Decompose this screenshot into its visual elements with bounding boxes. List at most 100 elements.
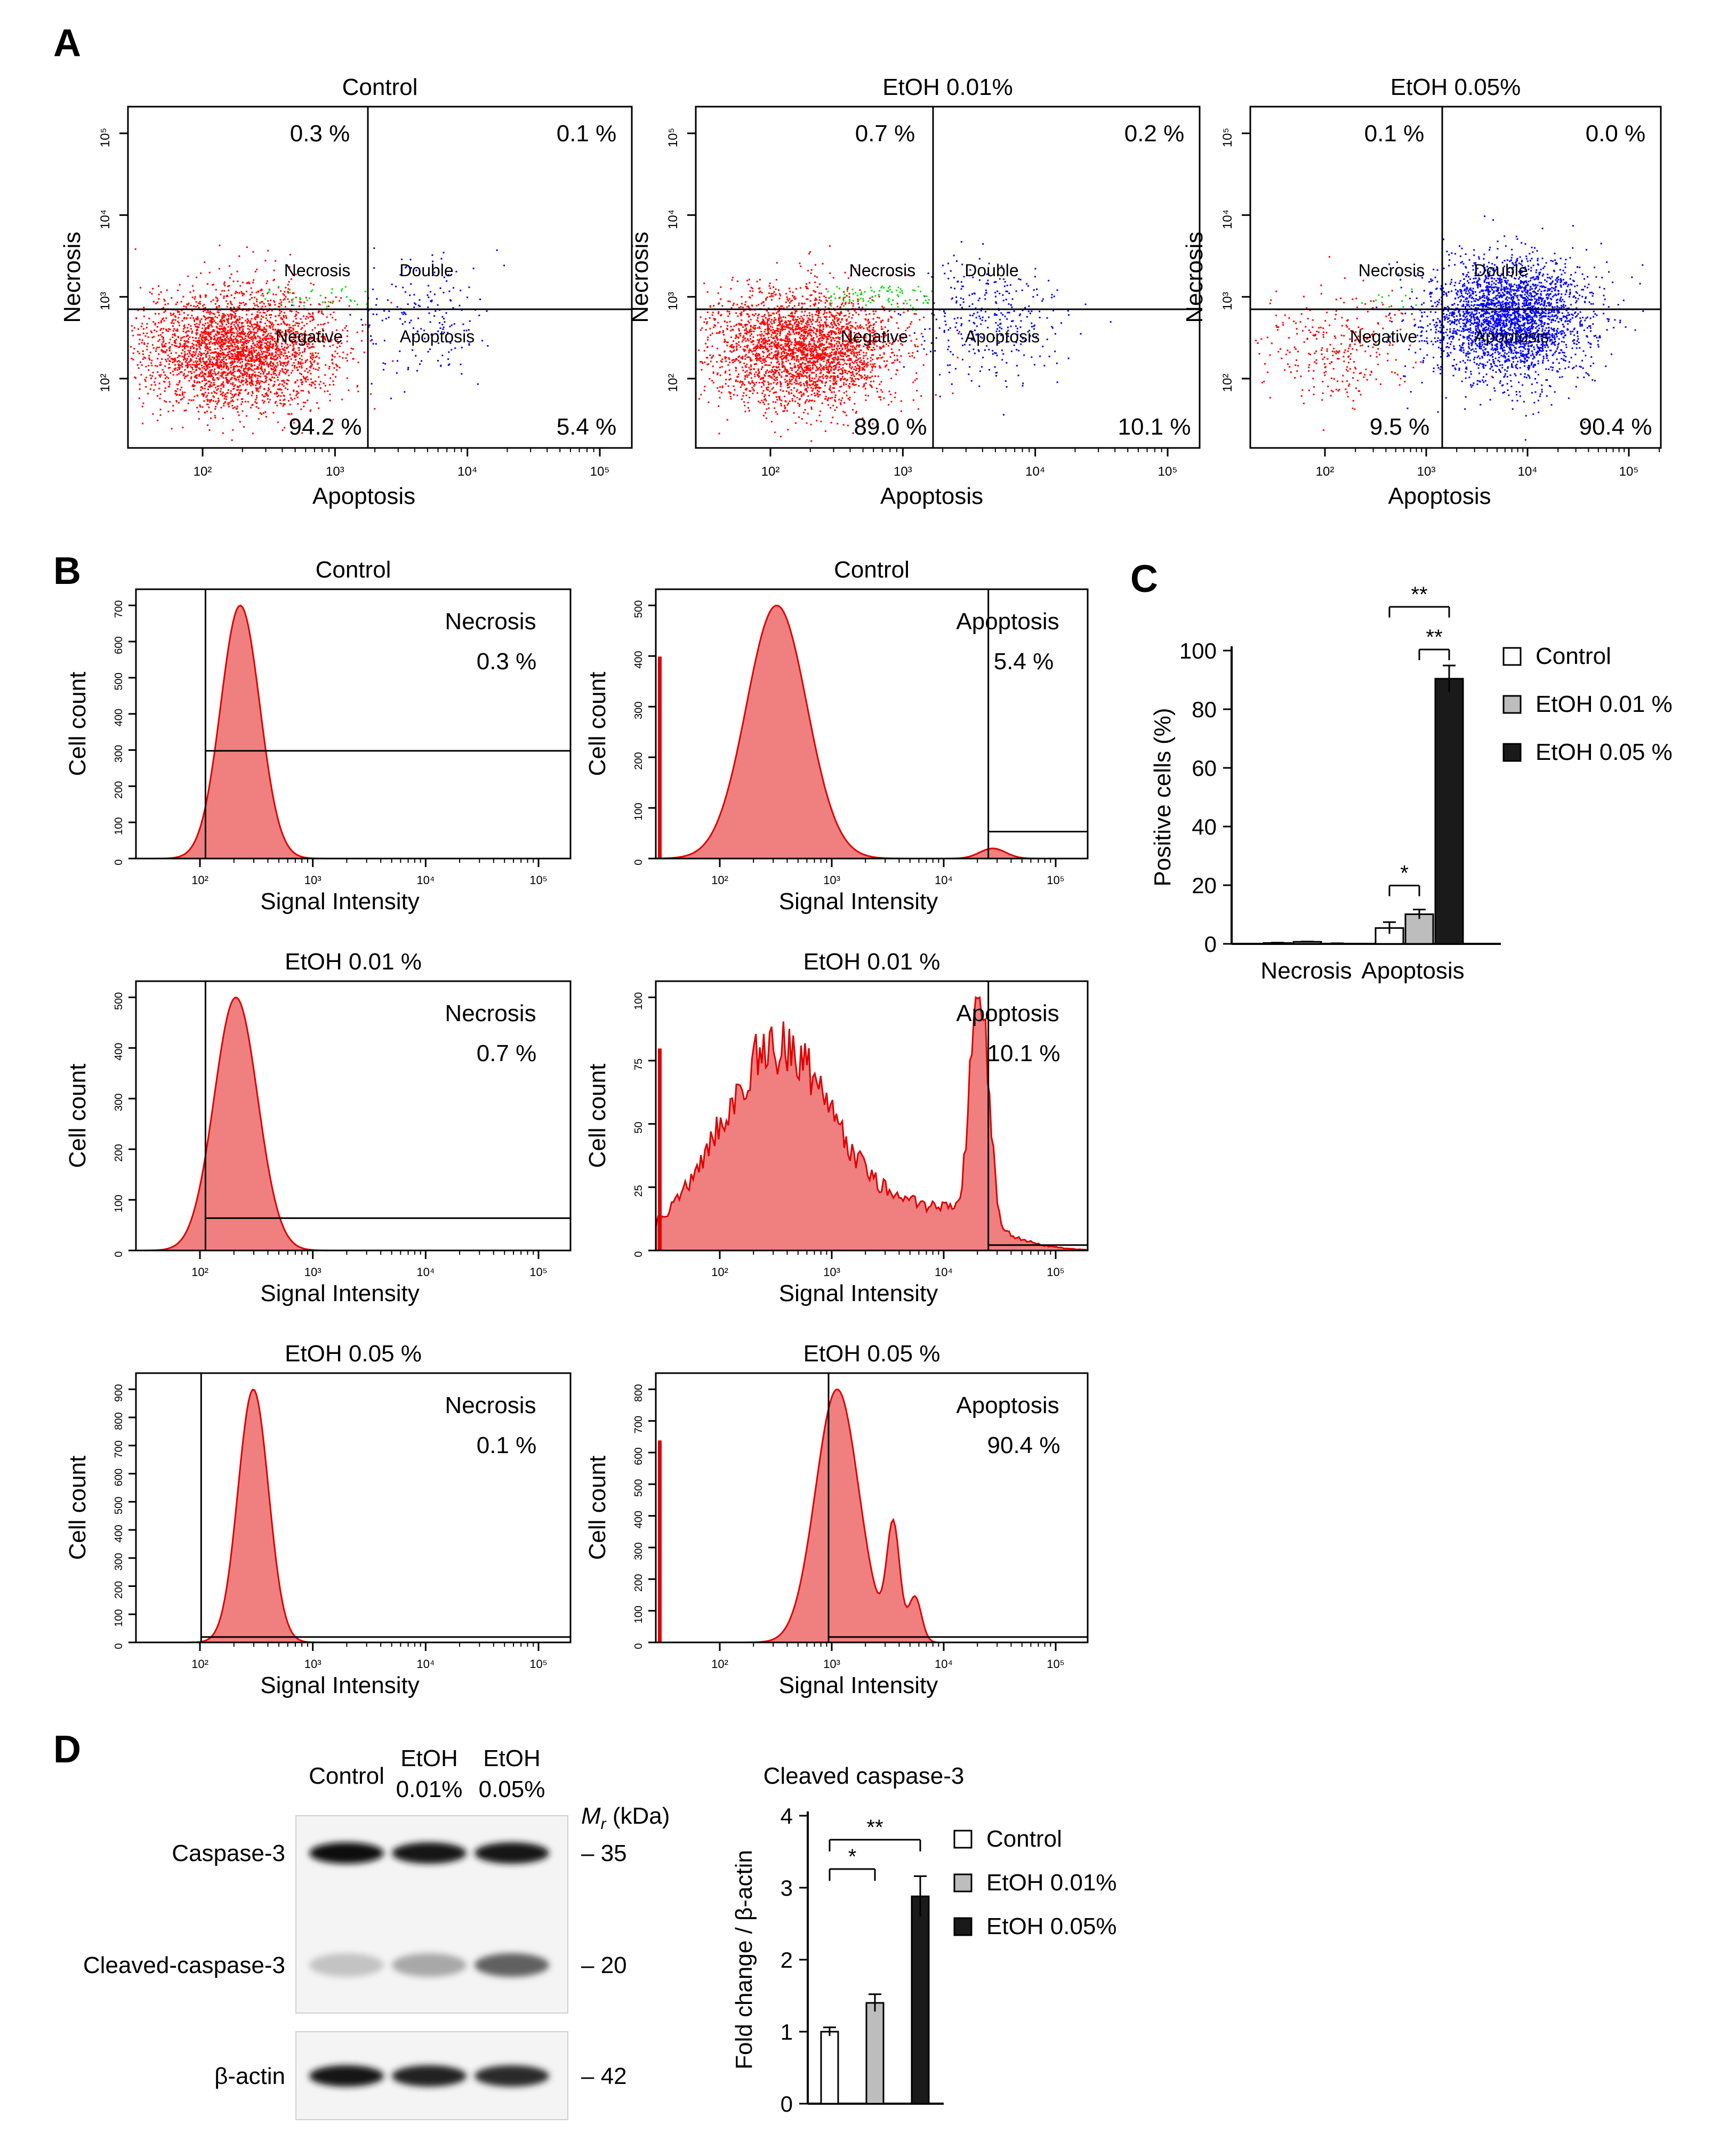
scatter-point (195, 362, 197, 364)
scatter-point (768, 292, 770, 294)
scatter-point (280, 290, 282, 292)
scatter-point (813, 337, 815, 339)
scatter-point (269, 321, 271, 323)
scatter-point (142, 358, 144, 360)
scatter-point (287, 291, 289, 293)
scatter-point (266, 363, 268, 365)
scatter-point (226, 367, 228, 370)
scatter-point (768, 407, 770, 409)
scatter-point (219, 342, 221, 344)
scatter-point (202, 367, 203, 369)
scatter-point (273, 356, 275, 358)
scatter-point (227, 303, 229, 305)
scatter-point (790, 300, 792, 302)
scatter-point (266, 357, 268, 359)
scatter-point (789, 381, 791, 383)
scatter-point (399, 318, 401, 320)
scatter-point (236, 318, 238, 320)
scatter-point (755, 382, 757, 383)
scatter-point (745, 388, 748, 390)
scatter-point (449, 342, 452, 344)
scatter-point (778, 363, 780, 365)
scatter-point (206, 360, 208, 363)
scatter-point (228, 338, 230, 340)
scatter-point (208, 363, 210, 365)
scatter-point (853, 383, 855, 386)
scatter-point (825, 288, 827, 290)
scatter-point (300, 390, 302, 392)
scatter-point (752, 392, 754, 395)
scatter-point (809, 380, 811, 382)
scatter-point (328, 305, 329, 307)
scatter-point (780, 305, 782, 307)
scatter-point (891, 337, 893, 339)
scatter-point (261, 394, 263, 396)
scatter-point (220, 384, 222, 387)
scatter-point (774, 335, 776, 338)
scatter-point (733, 346, 735, 348)
scatter-point (413, 336, 415, 339)
scatter-point (236, 341, 238, 342)
scatter-point (768, 333, 770, 335)
scatter-point (318, 367, 320, 369)
scatter-point (766, 323, 768, 325)
scatter-point (211, 322, 213, 324)
scatter-point (872, 324, 874, 326)
scatter-point (186, 359, 188, 362)
scatter-point (749, 390, 751, 392)
scatter-point (776, 305, 778, 307)
scatter-point (222, 373, 224, 375)
scatter-point (270, 324, 272, 326)
scatter-point (167, 386, 170, 388)
scatter-point (332, 344, 334, 346)
scatter-point (183, 312, 185, 314)
scatter-point (242, 376, 244, 379)
scatter-point (431, 299, 433, 301)
scatter-point (301, 373, 302, 375)
scatter-point (264, 323, 266, 324)
scatter-point (850, 372, 852, 374)
scatter-point (316, 402, 318, 404)
scatter-point (407, 368, 409, 371)
scatter-point (160, 328, 162, 330)
scatter-point (297, 403, 299, 405)
scatter-point (771, 323, 773, 325)
scatter-point (824, 302, 826, 304)
scatter-point (845, 370, 847, 372)
scatter-point (168, 356, 171, 358)
scatter-point (829, 245, 831, 247)
scatter-point (255, 381, 258, 383)
scatter-point (232, 354, 234, 356)
scatter-point (859, 375, 862, 377)
scatter-point (737, 356, 740, 358)
scatter-point (201, 353, 203, 355)
scatter-point (396, 306, 398, 308)
scatter-point (267, 395, 269, 397)
scatter-point (907, 310, 909, 312)
scatter-point (753, 327, 755, 330)
scatter-point (158, 298, 160, 300)
scatter-point (293, 304, 295, 307)
scatter-point (346, 360, 348, 362)
scatter-point (781, 305, 783, 307)
scatter-point (748, 350, 750, 352)
scatter-point (314, 383, 316, 386)
scatter-point (855, 411, 857, 413)
scatter-point (248, 373, 251, 375)
scatter-point (889, 394, 891, 396)
scatter-point (814, 299, 816, 301)
scatter-point (270, 343, 272, 345)
scatter-point (205, 379, 207, 381)
scatter-point (959, 331, 961, 333)
scatter-point (328, 367, 330, 370)
scatter-point (175, 342, 176, 344)
scatter-point (291, 399, 293, 401)
scatter-point (201, 332, 203, 334)
scatter-point (211, 385, 213, 387)
scatter-point (447, 332, 449, 334)
scatter-point (774, 330, 776, 332)
scatter-point (289, 310, 291, 312)
scatter-point (263, 303, 265, 304)
scatter-point (296, 322, 299, 324)
scatter-point (223, 372, 225, 373)
